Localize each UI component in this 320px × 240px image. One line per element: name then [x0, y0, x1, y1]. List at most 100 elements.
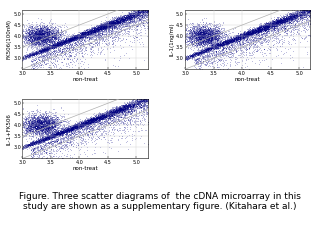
Point [314, 6, 319, 9]
Point [42, 49, 47, 53]
Point [304, 16, 309, 20]
Point [40, 36, 45, 40]
Point [41, 49, 46, 53]
Point [207, 31, 212, 35]
Point [198, 81, 203, 85]
Point [239, 61, 244, 65]
Point [268, 21, 273, 25]
Point [50, 132, 55, 136]
Point [46, 52, 51, 56]
Point [34, 40, 39, 44]
Point [91, 42, 96, 46]
Point [207, 45, 212, 49]
Point [186, 81, 191, 85]
Point [191, 29, 196, 33]
Point [298, 13, 303, 17]
Point [46, 124, 52, 128]
Point [275, 21, 280, 25]
Point [137, 17, 142, 21]
Point [206, 46, 212, 50]
Point [127, 103, 132, 107]
Point [15, 32, 20, 36]
Point [196, 30, 201, 34]
Point [240, 32, 245, 36]
Point [109, 18, 114, 22]
Point [44, 115, 49, 119]
Point [214, 25, 220, 29]
Point [244, 31, 249, 35]
Point [180, 85, 186, 89]
Point [50, 47, 55, 51]
Point [43, 111, 48, 115]
Point [98, 145, 103, 149]
Point [140, 9, 145, 13]
Point [45, 38, 50, 42]
Point [32, 139, 37, 143]
Point [155, 2, 160, 6]
Point [59, 40, 64, 44]
Point [44, 124, 49, 128]
Point [45, 48, 51, 52]
Point [31, 127, 36, 131]
Point [28, 29, 33, 33]
Point [232, 39, 237, 43]
Point [172, 83, 177, 87]
Point [121, 111, 126, 114]
Point [45, 129, 50, 133]
Point [127, 15, 132, 19]
Point [27, 117, 32, 120]
Point [57, 53, 62, 57]
Point [82, 150, 87, 154]
Point [225, 66, 230, 70]
Point [45, 56, 50, 60]
Point [257, 27, 262, 31]
Point [79, 31, 84, 35]
Point [40, 137, 45, 141]
Point [135, 12, 140, 15]
Point [57, 44, 62, 48]
Point [36, 160, 41, 163]
Point [62, 53, 67, 57]
Point [193, 42, 198, 46]
Point [93, 123, 99, 126]
Point [297, 12, 302, 16]
Point [244, 31, 249, 35]
Point [124, 108, 129, 112]
Point [210, 46, 215, 50]
Point [30, 129, 35, 133]
Point [81, 129, 86, 133]
Point [76, 124, 81, 128]
Point [50, 134, 55, 138]
Point [193, 50, 198, 54]
Point [41, 47, 46, 51]
Point [241, 31, 246, 35]
Point [92, 27, 97, 31]
Point [74, 123, 79, 127]
Point [199, 33, 204, 37]
Point [35, 34, 40, 38]
Point [141, 98, 146, 102]
Point [226, 40, 231, 44]
Point [299, 16, 304, 20]
Point [121, 105, 126, 109]
Point [84, 121, 90, 125]
Point [140, 11, 146, 15]
Point [262, 24, 267, 28]
Point [46, 119, 52, 123]
Point [134, 15, 139, 18]
Point [311, 7, 316, 11]
Point [131, 101, 136, 105]
Point [295, 17, 300, 20]
Point [37, 31, 42, 35]
Point [140, 101, 145, 105]
Point [41, 38, 46, 42]
Point [58, 129, 63, 132]
Point [103, 114, 108, 118]
Point [101, 112, 107, 116]
Point [207, 48, 212, 52]
Point [258, 27, 263, 31]
Point [216, 42, 221, 46]
Point [51, 135, 56, 138]
Point [208, 41, 213, 45]
Point [35, 126, 40, 130]
